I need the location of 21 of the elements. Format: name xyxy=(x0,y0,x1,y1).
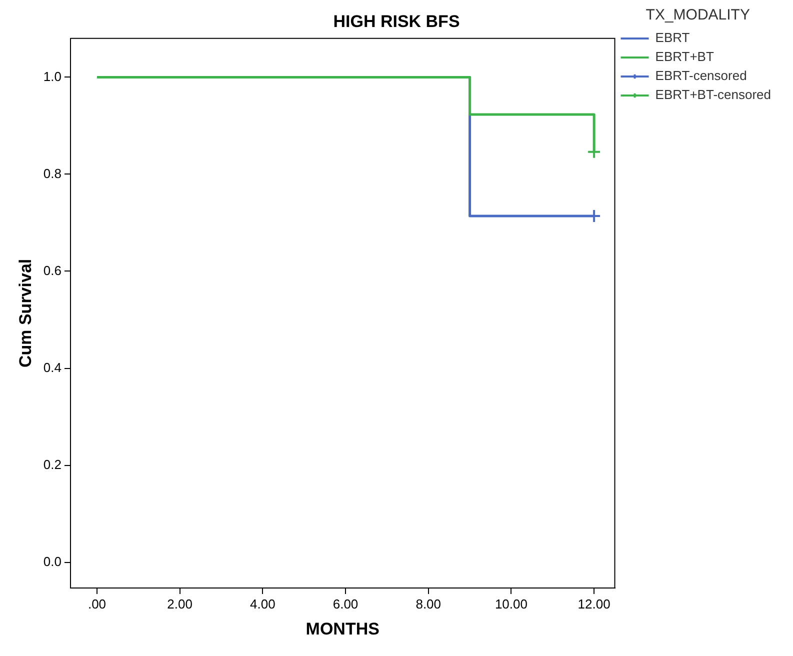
chart-title: HIGH RISK BFS xyxy=(333,12,460,31)
x-tick-label: 2.00 xyxy=(167,596,192,612)
legend-label: EBRT-censored xyxy=(655,68,747,84)
y-tick-label: 0.0 xyxy=(43,554,62,569)
x-tick-label: 12.00 xyxy=(578,596,610,612)
x-tick-label: 6.00 xyxy=(332,596,358,612)
legend-title: TX_MODALITY xyxy=(646,6,750,24)
legend-label: EBRT+BT xyxy=(655,49,714,64)
x-tick-label: 8.00 xyxy=(416,596,442,612)
x-axis-title: MONTHS xyxy=(306,619,380,638)
legend-label: EBRT+BT-censored xyxy=(655,87,772,102)
x-tick-label: 10.00 xyxy=(494,596,528,612)
y-tick-label: 0.8 xyxy=(43,166,62,181)
y-tick-label: 0.4 xyxy=(43,360,62,375)
legend-label: EBRT xyxy=(655,30,690,46)
x-tick-label: .00 xyxy=(88,596,106,612)
y-tick-label: 0.6 xyxy=(43,262,62,278)
y-tick-label: 0.2 xyxy=(43,456,62,472)
x-tick-label: 4.00 xyxy=(250,596,276,612)
y-axis-title: Cum Survival xyxy=(16,258,35,368)
y-tick-label: 1.0 xyxy=(43,68,62,84)
